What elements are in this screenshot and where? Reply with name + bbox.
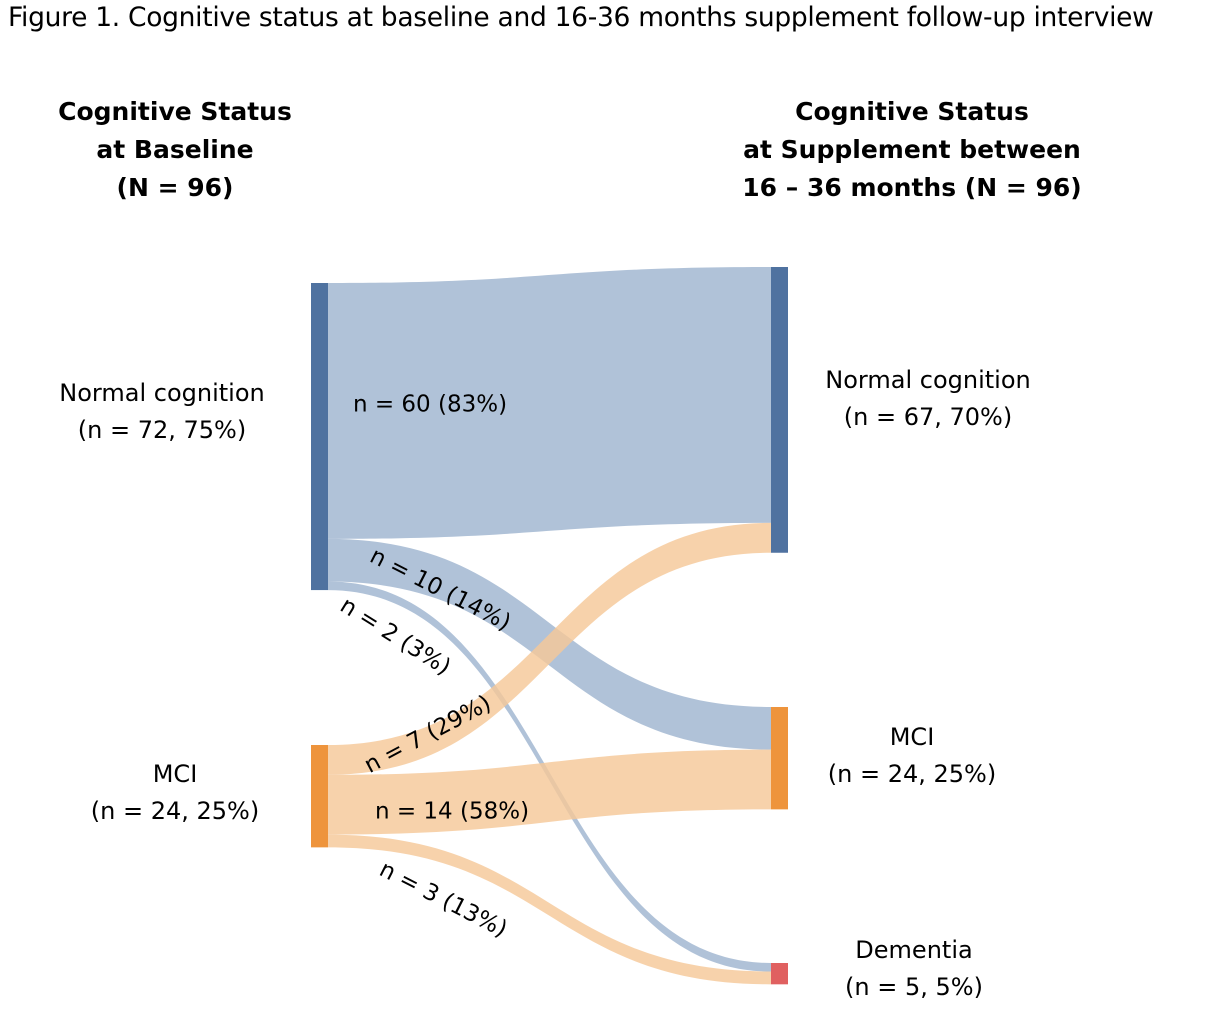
figure-title: Figure 1. Cognitive status at baseline a… bbox=[8, 2, 1154, 33]
left-node-label-mci: MCI (n = 24, 25%) bbox=[91, 756, 343, 830]
flow-mci-to-mci bbox=[328, 749, 771, 835]
right-normal-detail: (n = 67, 70%) bbox=[843, 403, 1013, 431]
right-dementia-detail: (n = 5, 5%) bbox=[845, 973, 983, 1001]
flow-label-mci-to-mci: n = 14 (58%) bbox=[375, 799, 529, 825]
left-mci-detail: (n = 24, 25%) bbox=[90, 797, 260, 825]
left-node-mci bbox=[311, 745, 328, 848]
right-node-label-mci: MCI (n = 24, 25%) bbox=[828, 719, 1080, 793]
left-node-label-normal: Normal cognition (n = 72, 75%) bbox=[59, 375, 367, 449]
flow-label-mci-to-dementia: n = 3 (13%) bbox=[375, 856, 511, 942]
right-normal-name: Normal cognition bbox=[825, 366, 1031, 394]
right-mci-detail: (n = 24, 25%) bbox=[827, 760, 997, 788]
flow-layer bbox=[328, 267, 771, 985]
flow-label-normal-to-dementia: n = 2 (3%) bbox=[335, 592, 455, 680]
right-heading-line-3: 16 – 36 months (N = 96) bbox=[742, 173, 1082, 202]
right-node-mci bbox=[771, 707, 788, 810]
left-mci-name: MCI bbox=[152, 760, 198, 788]
right-heading-line-2: at Supplement between bbox=[743, 135, 1081, 164]
right-node-label-dementia: Dementia (n = 5, 5%) bbox=[845, 932, 1052, 1006]
right-heading-line-1: Cognitive Status bbox=[795, 97, 1029, 126]
right-node-normal bbox=[771, 267, 788, 553]
flow-label-normal-to-normal: n = 60 (83%) bbox=[353, 392, 507, 418]
node-layer bbox=[311, 267, 788, 985]
flow-label-mci-to-normal: n = 7 (29%) bbox=[360, 690, 495, 778]
flow-normal-to-normal bbox=[328, 267, 771, 539]
left-node-normal bbox=[311, 283, 328, 591]
left-normal-name: Normal cognition bbox=[59, 379, 265, 407]
right-dementia-name: Dementia bbox=[855, 936, 973, 964]
right-node-label-normal: Normal cognition (n = 67, 70%) bbox=[825, 362, 1133, 436]
right-mci-name: MCI bbox=[889, 723, 935, 751]
flow-mci-to-dementia bbox=[328, 834, 771, 985]
right-node-dementia bbox=[771, 963, 788, 985]
left-heading-line-3: (N = 96) bbox=[116, 173, 234, 202]
left-heading-line-1: Cognitive Status bbox=[58, 97, 292, 126]
flow-mci-to-normal bbox=[328, 522, 771, 775]
left-heading-line-2: at Baseline bbox=[96, 135, 254, 164]
left-normal-detail: (n = 72, 75%) bbox=[77, 416, 247, 444]
